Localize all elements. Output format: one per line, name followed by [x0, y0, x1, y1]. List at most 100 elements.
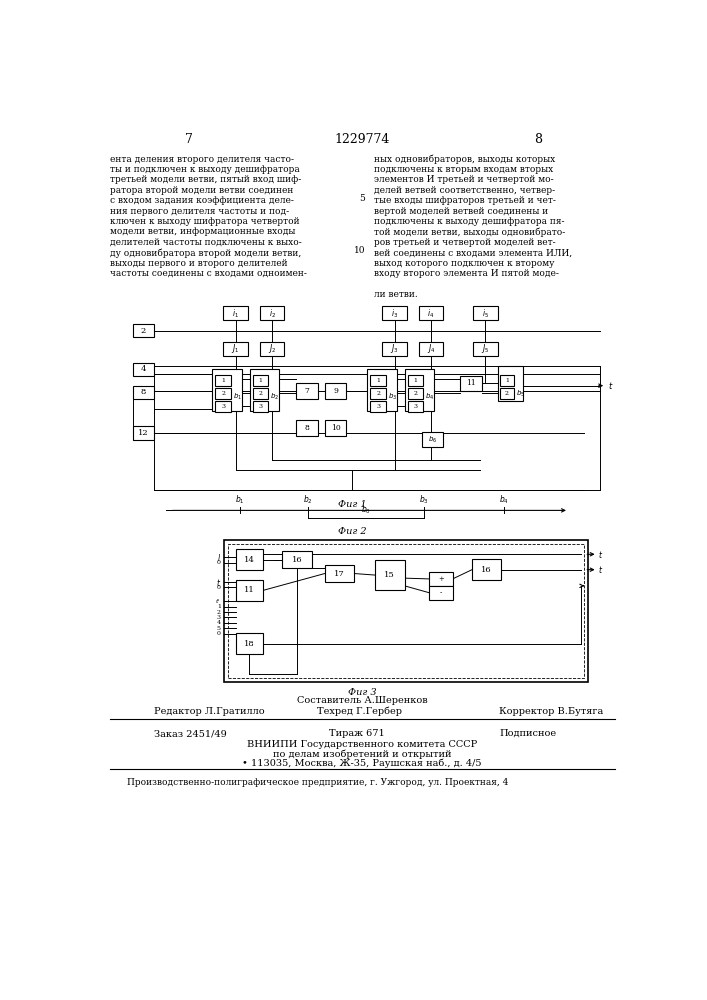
- Text: Тираж 671: Тираж 671: [329, 729, 385, 738]
- Text: ратора второй модели ветви соединен: ратора второй модели ветви соединен: [110, 186, 293, 195]
- Text: 1: 1: [414, 378, 417, 383]
- Text: тые входы шифраторов третьей и чет-: тые входы шифраторов третьей и чет-: [373, 196, 556, 205]
- Bar: [382, 306, 407, 320]
- Text: ров третьей и четвертой моделей вет-: ров третьей и четвертой моделей вет-: [373, 238, 555, 247]
- Text: модели ветви, информационные входы: модели ветви, информационные входы: [110, 227, 296, 236]
- Text: входу второго элемента И пятой моде-: входу второго элемента И пятой моде-: [373, 269, 559, 278]
- Text: ключен к выходу шифратора четвертой: ключен к выходу шифратора четвертой: [110, 217, 300, 226]
- Text: 12: 12: [138, 429, 148, 437]
- Text: +: +: [438, 575, 444, 583]
- Text: 0: 0: [217, 631, 221, 636]
- Bar: [370, 401, 386, 412]
- Bar: [216, 375, 231, 386]
- Text: $b_0$: $b_0$: [361, 503, 370, 516]
- Bar: [132, 426, 154, 440]
- Text: Техред Г.Гербер: Техред Г.Гербер: [317, 707, 402, 716]
- Text: ты и подключен к выходу дешифратора: ты и подключен к выходу дешифратора: [110, 165, 300, 174]
- Text: $b_4$: $b_4$: [425, 392, 434, 402]
- Text: 4: 4: [217, 620, 221, 625]
- Text: частоты соединены с входами одноимен-: частоты соединены с входами одноимен-: [110, 269, 307, 278]
- Text: Заказ 2451/49: Заказ 2451/49: [154, 729, 227, 738]
- Text: $t$: $t$: [607, 380, 613, 391]
- Bar: [498, 366, 523, 401]
- Bar: [259, 342, 284, 356]
- Text: по делам изобретений и открытий: по делам изобретений и открытий: [273, 749, 451, 759]
- Text: ента деления второго делителя часто-: ента деления второго делителя часто-: [110, 155, 294, 164]
- Bar: [228, 544, 585, 678]
- Bar: [252, 401, 268, 412]
- Text: $i_4$: $i_4$: [427, 307, 435, 320]
- Text: 8: 8: [305, 424, 310, 432]
- Bar: [473, 306, 498, 320]
- Bar: [223, 342, 248, 356]
- Text: 4: 4: [141, 365, 146, 373]
- Bar: [235, 549, 263, 570]
- Bar: [132, 324, 154, 337]
- Text: Фиг 3: Фиг 3: [348, 688, 376, 697]
- Text: -: -: [440, 589, 442, 597]
- Text: ВНИИПИ Государственного комитета СССР: ВНИИПИ Государственного комитета СССР: [247, 740, 477, 749]
- Bar: [252, 388, 268, 399]
- Text: 8: 8: [141, 388, 146, 396]
- Text: 18: 18: [244, 640, 255, 648]
- Text: $b_2$: $b_2$: [270, 392, 279, 402]
- Text: 11: 11: [467, 379, 476, 387]
- Text: $b_5$: $b_5$: [516, 389, 525, 399]
- Text: элементов И третьей и четвертой мо-: элементов И третьей и четвертой мо-: [373, 175, 553, 184]
- Text: $i_2$: $i_2$: [269, 307, 276, 320]
- Text: третьей модели ветви, пятый вход шиф-: третьей модели ветви, пятый вход шиф-: [110, 175, 301, 184]
- Text: 5: 5: [359, 194, 365, 203]
- Text: $t$: $t$: [216, 576, 221, 587]
- Text: 1: 1: [217, 604, 221, 609]
- Text: 7: 7: [185, 133, 193, 146]
- Bar: [368, 369, 397, 411]
- Text: подключены к выходу дешифратора пя-: подключены к выходу дешифратора пя-: [373, 217, 564, 226]
- Text: $b_1$: $b_1$: [233, 392, 242, 402]
- Bar: [132, 363, 154, 376]
- Text: 2: 2: [217, 610, 221, 615]
- Text: ных одновибраторов, выходы которых: ных одновибраторов, выходы которых: [373, 155, 555, 164]
- Text: 3: 3: [217, 615, 221, 620]
- Bar: [252, 375, 268, 386]
- Text: 10: 10: [354, 246, 366, 255]
- Text: делителей частоты подключены к выхо-: делителей частоты подключены к выхо-: [110, 238, 302, 247]
- Text: ли ветви.: ли ветви.: [373, 290, 417, 299]
- Bar: [216, 401, 231, 412]
- Text: $b_2$: $b_2$: [303, 493, 312, 506]
- Bar: [216, 388, 231, 399]
- Bar: [375, 560, 404, 590]
- Text: 2: 2: [141, 327, 146, 335]
- Bar: [235, 580, 263, 601]
- Text: 5: 5: [217, 626, 221, 631]
- Text: выходы первого и второго делителей: выходы первого и второго делителей: [110, 259, 288, 268]
- Bar: [325, 420, 346, 436]
- Text: 2: 2: [414, 391, 417, 396]
- Text: Фиг 1: Фиг 1: [337, 500, 366, 509]
- Bar: [408, 375, 423, 386]
- Bar: [132, 386, 154, 399]
- Text: вей соединены с входами элемента ИЛИ,: вей соединены с входами элемента ИЛИ,: [373, 248, 572, 257]
- Bar: [500, 388, 514, 399]
- Text: с входом задания коэффициента деле-: с входом задания коэффициента деле-: [110, 196, 294, 205]
- Bar: [429, 586, 452, 600]
- Text: • 113035, Москва, Ж-35, Раушская наб., д. 4/5: • 113035, Москва, Ж-35, Раушская наб., д…: [243, 758, 481, 768]
- Text: $t'$: $t'$: [215, 597, 221, 606]
- Bar: [429, 572, 452, 586]
- Bar: [408, 401, 423, 412]
- Text: 2: 2: [221, 391, 226, 396]
- Text: $J_3$: $J_3$: [390, 342, 399, 355]
- Bar: [408, 388, 423, 399]
- Text: 3: 3: [376, 404, 380, 409]
- Text: 3: 3: [221, 404, 226, 409]
- Text: 2: 2: [505, 391, 509, 396]
- Bar: [296, 383, 317, 399]
- Text: 1: 1: [505, 378, 509, 383]
- Text: Подписное: Подписное: [499, 729, 556, 738]
- Text: $J_2$: $J_2$: [268, 342, 276, 355]
- Bar: [223, 306, 248, 320]
- Text: Фиг 2: Фиг 2: [337, 527, 366, 536]
- Text: делей ветвей соответственно, четвер-: делей ветвей соответственно, четвер-: [373, 186, 555, 195]
- Text: 1: 1: [259, 378, 262, 383]
- Text: 8: 8: [534, 133, 542, 146]
- Bar: [212, 369, 242, 411]
